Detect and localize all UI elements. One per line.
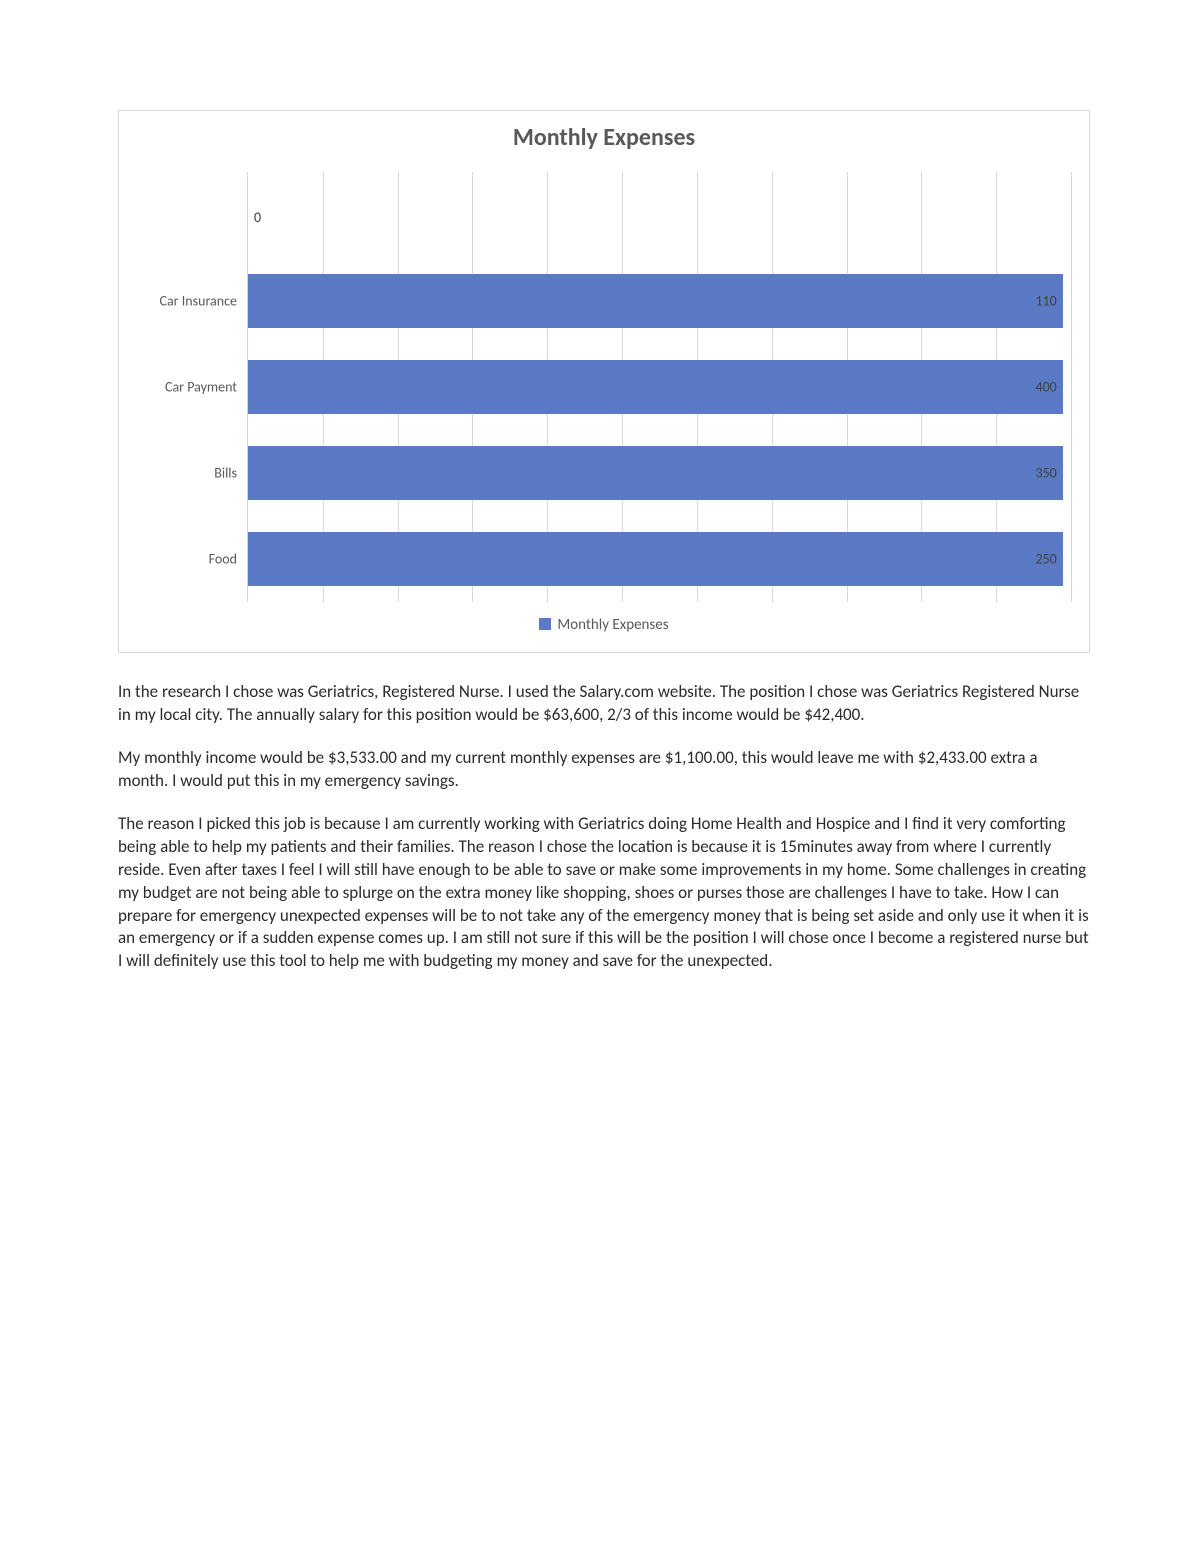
paragraph-2: My monthly income would be $3,533.00 and… (118, 747, 1090, 793)
chart-bar-slot: 350 (248, 430, 1071, 516)
chart-container: Monthly Expenses Car Insurance Car Paymen… (118, 110, 1090, 653)
chart-gridline (1071, 172, 1072, 602)
chart-category-label: Bills (214, 465, 237, 482)
chart-bar: 400 (248, 360, 1063, 414)
chart-plot: 0 110 400 350 250 (247, 172, 1071, 602)
chart-plot-area: Car Insurance Car Payment Bills Food 0 110 4… (137, 172, 1071, 602)
legend-swatch-icon (539, 618, 551, 630)
chart-bar-value: 400 (1035, 379, 1056, 396)
chart-zero-label: 0 (254, 209, 261, 226)
paragraph-3: The reason I picked this job is because … (118, 813, 1090, 974)
chart-bar-value: 250 (1035, 551, 1056, 568)
chart-bar: 250 (248, 532, 1063, 586)
chart-category-label: Car Payment (165, 379, 237, 396)
legend-label: Monthly Expenses (557, 616, 668, 634)
document-page: Monthly Expenses Car Insurance Car Paymen… (0, 0, 1200, 973)
chart-bar-slot: 400 (248, 344, 1071, 430)
chart-bar-value: 110 (1035, 293, 1056, 310)
paragraph-1: In the research I chose was Geriatrics, … (118, 681, 1090, 727)
chart-bar-slot: 250 (248, 516, 1071, 602)
chart-legend: Monthly Expenses (137, 616, 1071, 634)
body-text: In the research I chose was Geriatrics, … (118, 681, 1090, 973)
chart-title: Monthly Expenses (137, 123, 1071, 152)
chart-y-axis-labels: Car Insurance Car Payment Bills Food (137, 172, 247, 602)
chart-bar: 350 (248, 446, 1063, 500)
chart-bar-value: 350 (1035, 465, 1056, 482)
chart-category-label: Food (209, 551, 237, 568)
chart-bar-slot: 110 (248, 258, 1071, 344)
chart-category-label: Car Insurance (160, 293, 237, 310)
chart-bar: 110 (248, 274, 1063, 328)
